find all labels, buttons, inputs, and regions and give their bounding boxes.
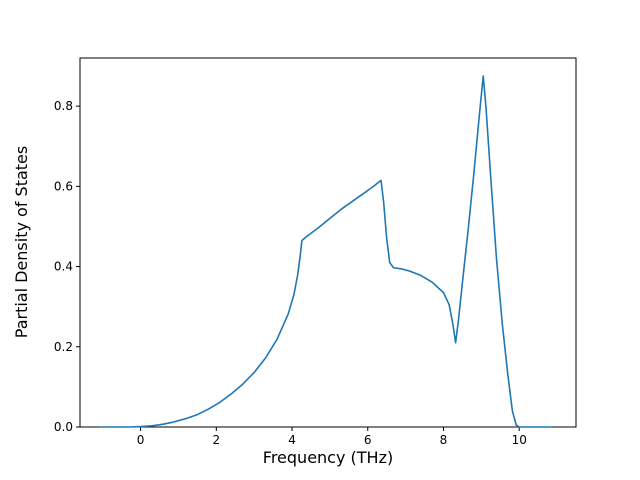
y-tick-label: 0.0 [54,420,73,434]
data-line-partial-dos [100,75,553,428]
x-tick-label: 10 [512,433,527,447]
x-tick-label: 0 [137,433,145,447]
x-tick-label: 4 [288,433,296,447]
y-axis-label: Partial Density of States [12,146,31,338]
y-tick-label: 0.2 [54,340,73,354]
y-tick-label: 0.6 [54,179,73,193]
x-axis-label: Frequency (THz) [263,448,393,467]
x-tick-label: 8 [440,433,448,447]
x-tick-label: 2 [212,433,220,447]
y-tick-label: 0.4 [54,260,73,274]
plot-area: 0 2 4 6 8 10 0.0 0.2 0.4 0.6 0.8 [54,57,577,447]
x-tick-label: 6 [364,433,372,447]
y-tick-label: 0.8 [54,99,73,113]
plot-border [79,57,577,428]
